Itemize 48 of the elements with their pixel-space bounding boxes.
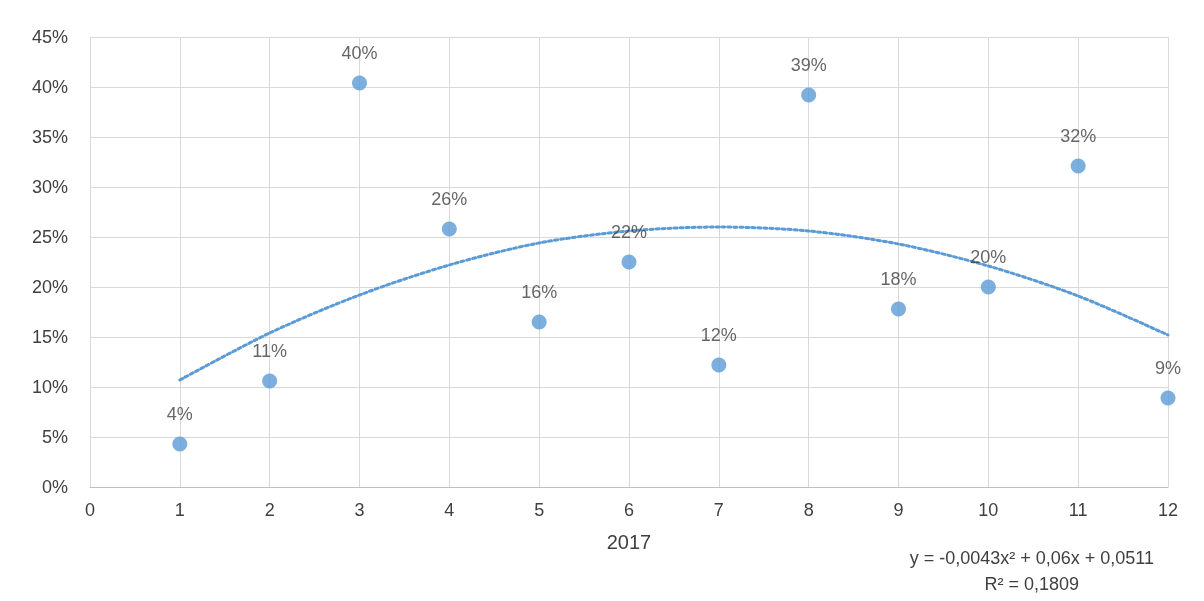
y-tick-label: 35%	[31, 127, 68, 147]
x-tick-label: 6	[623, 500, 635, 520]
point	[711, 357, 727, 373]
data-label: 39%	[790, 54, 827, 75]
x-axis-title: 2017	[606, 531, 652, 553]
x-tick-label: 7	[713, 500, 724, 520]
point	[531, 314, 547, 330]
point	[980, 279, 996, 295]
x-tick-label: 0	[84, 500, 96, 520]
y-tick-label: 10%	[31, 377, 68, 397]
data-label: 32%	[1060, 125, 1097, 146]
data-label: 18%	[880, 268, 917, 289]
x-tick-label: 2	[264, 500, 275, 520]
x-tick-label: 1	[174, 500, 185, 520]
x-tick-label: 10	[978, 500, 999, 520]
point	[801, 87, 817, 103]
data-label: 40%	[341, 42, 378, 63]
x-tick-label: 4	[444, 500, 455, 520]
y-tick-label: 5%	[41, 427, 68, 447]
point	[352, 75, 367, 91]
point	[262, 373, 278, 389]
data-label: 16%	[521, 281, 558, 302]
point	[621, 254, 637, 270]
y-tick-label: 30%	[31, 177, 68, 197]
x-tick-label: 5	[534, 500, 545, 520]
point	[891, 301, 906, 317]
point	[172, 436, 188, 452]
point	[441, 221, 457, 237]
y-tick-label: 20%	[31, 277, 68, 297]
x-tick-label: 3	[354, 500, 365, 520]
point	[1070, 158, 1086, 174]
y-tick-label: 0%	[41, 477, 68, 497]
data-label: 26%	[431, 188, 468, 209]
data-label: 11%	[252, 340, 288, 361]
data-label: 20%	[970, 246, 1007, 267]
y-tick-label: 15%	[31, 327, 68, 347]
y-tick-label: 40%	[31, 77, 68, 97]
text: y = -0,0043x² + 0,06x + 0,0511 R² = 0,1809	[909, 548, 1154, 594]
point	[1160, 390, 1176, 406]
x-tick-label: 8	[803, 500, 814, 520]
x-tick-label: 11	[1068, 500, 1088, 520]
x-tick-label: 9	[893, 500, 904, 520]
data-label: 9%	[1154, 357, 1182, 378]
y-tick-label: 45%	[31, 27, 68, 47]
data-label: 12%	[700, 324, 737, 345]
x-tick-label: 12	[1157, 500, 1179, 520]
y-tick-label: 25%	[31, 227, 68, 247]
data-label: 4%	[166, 403, 193, 424]
